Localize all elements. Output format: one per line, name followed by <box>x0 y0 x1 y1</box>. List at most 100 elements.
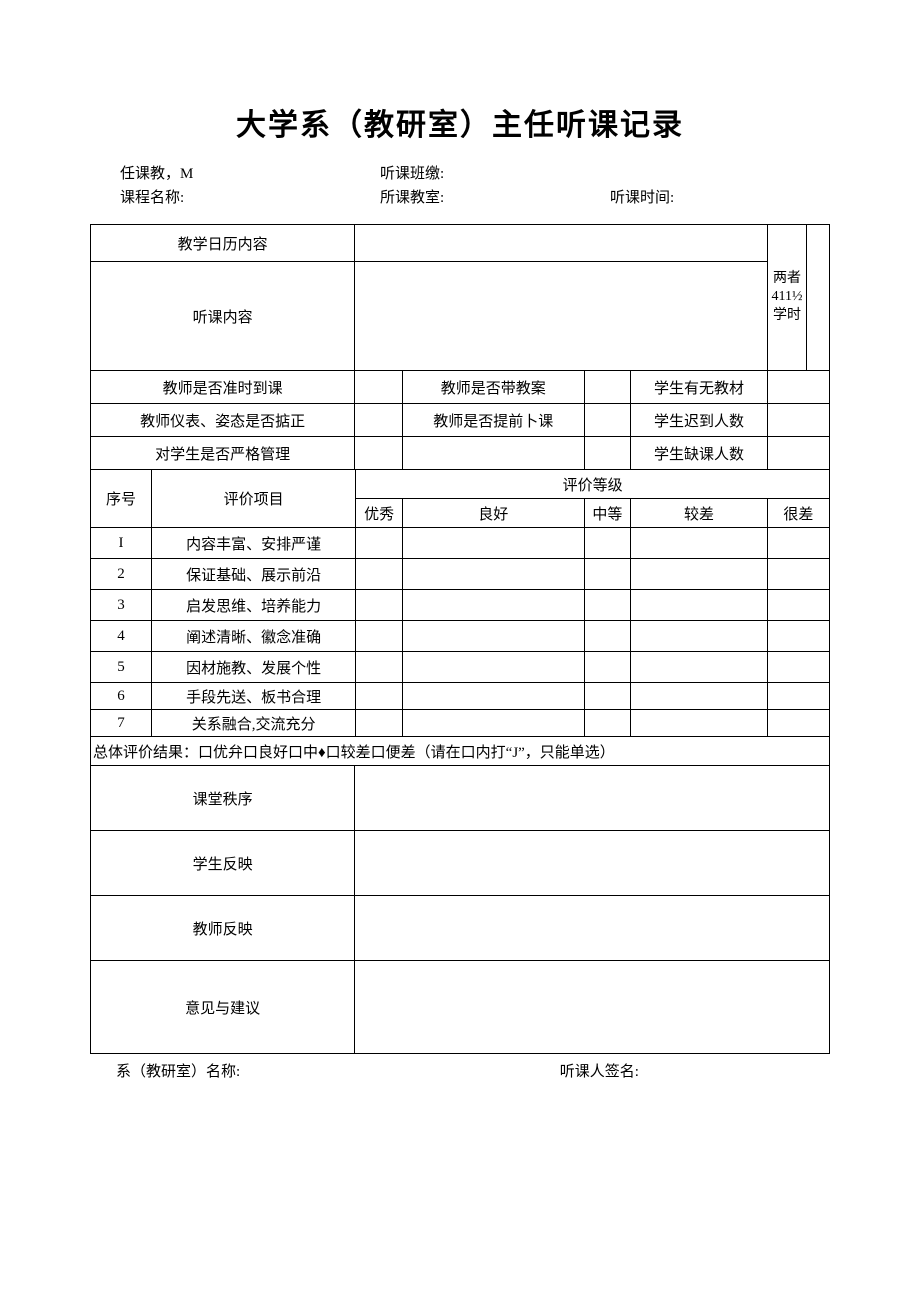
page-title: 大学系（教研室）主任听课记录 <box>90 100 830 144</box>
g5-5 <box>767 652 829 683</box>
seq-1: I <box>91 528 152 559</box>
attr-c3-val <box>767 437 829 470</box>
attr-c1-val <box>767 371 829 404</box>
seq-6: 6 <box>91 683 152 710</box>
g2-1 <box>356 559 403 590</box>
row-suggest: 意见与建议 <box>91 961 830 1054</box>
g1-2 <box>402 528 584 559</box>
item-5: 因材施教、发展个性 <box>152 652 356 683</box>
attr-a3-val <box>355 437 403 470</box>
attr-a2: 教师仪表、姿态是否掂正 <box>91 404 355 437</box>
teacher-value <box>355 896 830 961</box>
row-item-6: 6 手段先送、板书合理 <box>91 683 830 710</box>
g7-3 <box>584 710 631 737</box>
g2-5 <box>767 559 829 590</box>
row-item-7: 7 关系融合,交流充分 <box>91 710 830 737</box>
item-header: 评价项目 <box>152 470 356 528</box>
attr-c2: 学生迟到人数 <box>631 404 768 437</box>
row-attr-3: 对学生是否严格管理 学生缺课人数 <box>91 437 830 470</box>
grade-poor: 较差 <box>631 499 768 528</box>
attr-b2-val <box>584 404 631 437</box>
grade-good: 良好 <box>402 499 584 528</box>
footer-fields: 系（教研室）名称: 听课人签名: <box>90 1060 830 1081</box>
g3-4 <box>631 590 768 621</box>
g6-1 <box>356 683 403 710</box>
g7-4 <box>631 710 768 737</box>
g5-1 <box>356 652 403 683</box>
lecture-content-label: 听课内容 <box>91 262 355 371</box>
attr-a2-val <box>355 404 403 437</box>
calendar-label: 教学日历内容 <box>91 225 355 262</box>
g4-3 <box>584 621 631 652</box>
room-label: 所课教室: <box>380 186 610 210</box>
side-blank <box>807 225 830 371</box>
grade-header: 评价等级 <box>356 470 830 499</box>
seq-header: 序号 <box>91 470 152 528</box>
row-order: 课堂秩序 <box>91 766 830 831</box>
overall-text: 总体评价结果：口优弁口良好口中♦口较差口便差（请在口内打“J”，只能单选） <box>91 737 830 766</box>
g2-4 <box>631 559 768 590</box>
row-item-2: 2 保证基础、展示前沿 <box>91 559 830 590</box>
attr-c3: 学生缺课人数 <box>631 437 768 470</box>
item-3: 启发思维、培养能力 <box>152 590 356 621</box>
g7-1 <box>356 710 403 737</box>
g4-2 <box>402 621 584 652</box>
g1-5 <box>767 528 829 559</box>
row-teacher: 教师反映 <box>91 896 830 961</box>
header-fields: 任课教，M 听课班缴: 课程名称: 所课教室: 听课时间: <box>90 162 830 210</box>
side-note: 两者411½学时 <box>768 225 807 371</box>
grade-mid: 中等 <box>584 499 631 528</box>
attr-b3-val <box>584 437 631 470</box>
g6-5 <box>767 683 829 710</box>
g4-4 <box>631 621 768 652</box>
row-attr-1: 教师是否准时到课 教师是否带教案 学生有无教材 <box>91 371 830 404</box>
item-1: 内容丰富、安排严谨 <box>152 528 356 559</box>
g7-2 <box>402 710 584 737</box>
seq-2: 2 <box>91 559 152 590</box>
main-table: 教学日历内容 两者411½学时 听课内容 教师是否准时到课 教师是否带教案 学生… <box>90 224 830 1054</box>
row-overall: 总体评价结果：口优弁口良好口中♦口较差口便差（请在口内打“J”，只能单选） <box>91 737 830 766</box>
item-7: 关系融合,交流充分 <box>152 710 356 737</box>
attr-c1: 学生有无教材 <box>631 371 768 404</box>
g3-2 <box>402 590 584 621</box>
order-value <box>355 766 830 831</box>
g6-2 <box>402 683 584 710</box>
grade-excellent: 优秀 <box>356 499 403 528</box>
g6-4 <box>631 683 768 710</box>
time-label: 听课时间: <box>610 186 790 210</box>
g4-1 <box>356 621 403 652</box>
student-label: 学生反映 <box>91 831 355 896</box>
row-item-3: 3 启发思维、培养能力 <box>91 590 830 621</box>
dept-label: 系（教研室）名称: <box>116 1060 556 1081</box>
attr-a1: 教师是否准时到课 <box>91 371 355 404</box>
suggest-label: 意见与建议 <box>91 961 355 1054</box>
row-student: 学生反映 <box>91 831 830 896</box>
seq-4: 4 <box>91 621 152 652</box>
attr-b1-val <box>584 371 631 404</box>
teacher-label: 教师反映 <box>91 896 355 961</box>
attr-a1-val <box>355 371 403 404</box>
g4-5 <box>767 621 829 652</box>
attr-b3 <box>402 437 584 470</box>
attr-a3: 对学生是否严格管理 <box>91 437 355 470</box>
attr-c2-val <box>767 404 829 437</box>
g7-5 <box>767 710 829 737</box>
seq-7: 7 <box>91 710 152 737</box>
student-value <box>355 831 830 896</box>
g1-4 <box>631 528 768 559</box>
g2-3 <box>584 559 631 590</box>
g2-2 <box>402 559 584 590</box>
sign-label: 听课人签名: <box>560 1064 639 1080</box>
g1-1 <box>356 528 403 559</box>
row-item-4: 4 阐述清晰、徽念准确 <box>91 621 830 652</box>
suggest-value <box>355 961 830 1054</box>
course-label: 课程名称: <box>120 186 380 210</box>
g3-5 <box>767 590 829 621</box>
row-calendar: 教学日历内容 两者411½学时 <box>91 225 830 262</box>
seq-3: 3 <box>91 590 152 621</box>
item-2: 保证基础、展示前沿 <box>152 559 356 590</box>
lecture-content-value <box>355 262 768 371</box>
item-6: 手段先送、板书合理 <box>152 683 356 710</box>
row-item-5: 5 因材施教、发展个性 <box>91 652 830 683</box>
class-label: 听课班缴: <box>380 162 610 186</box>
